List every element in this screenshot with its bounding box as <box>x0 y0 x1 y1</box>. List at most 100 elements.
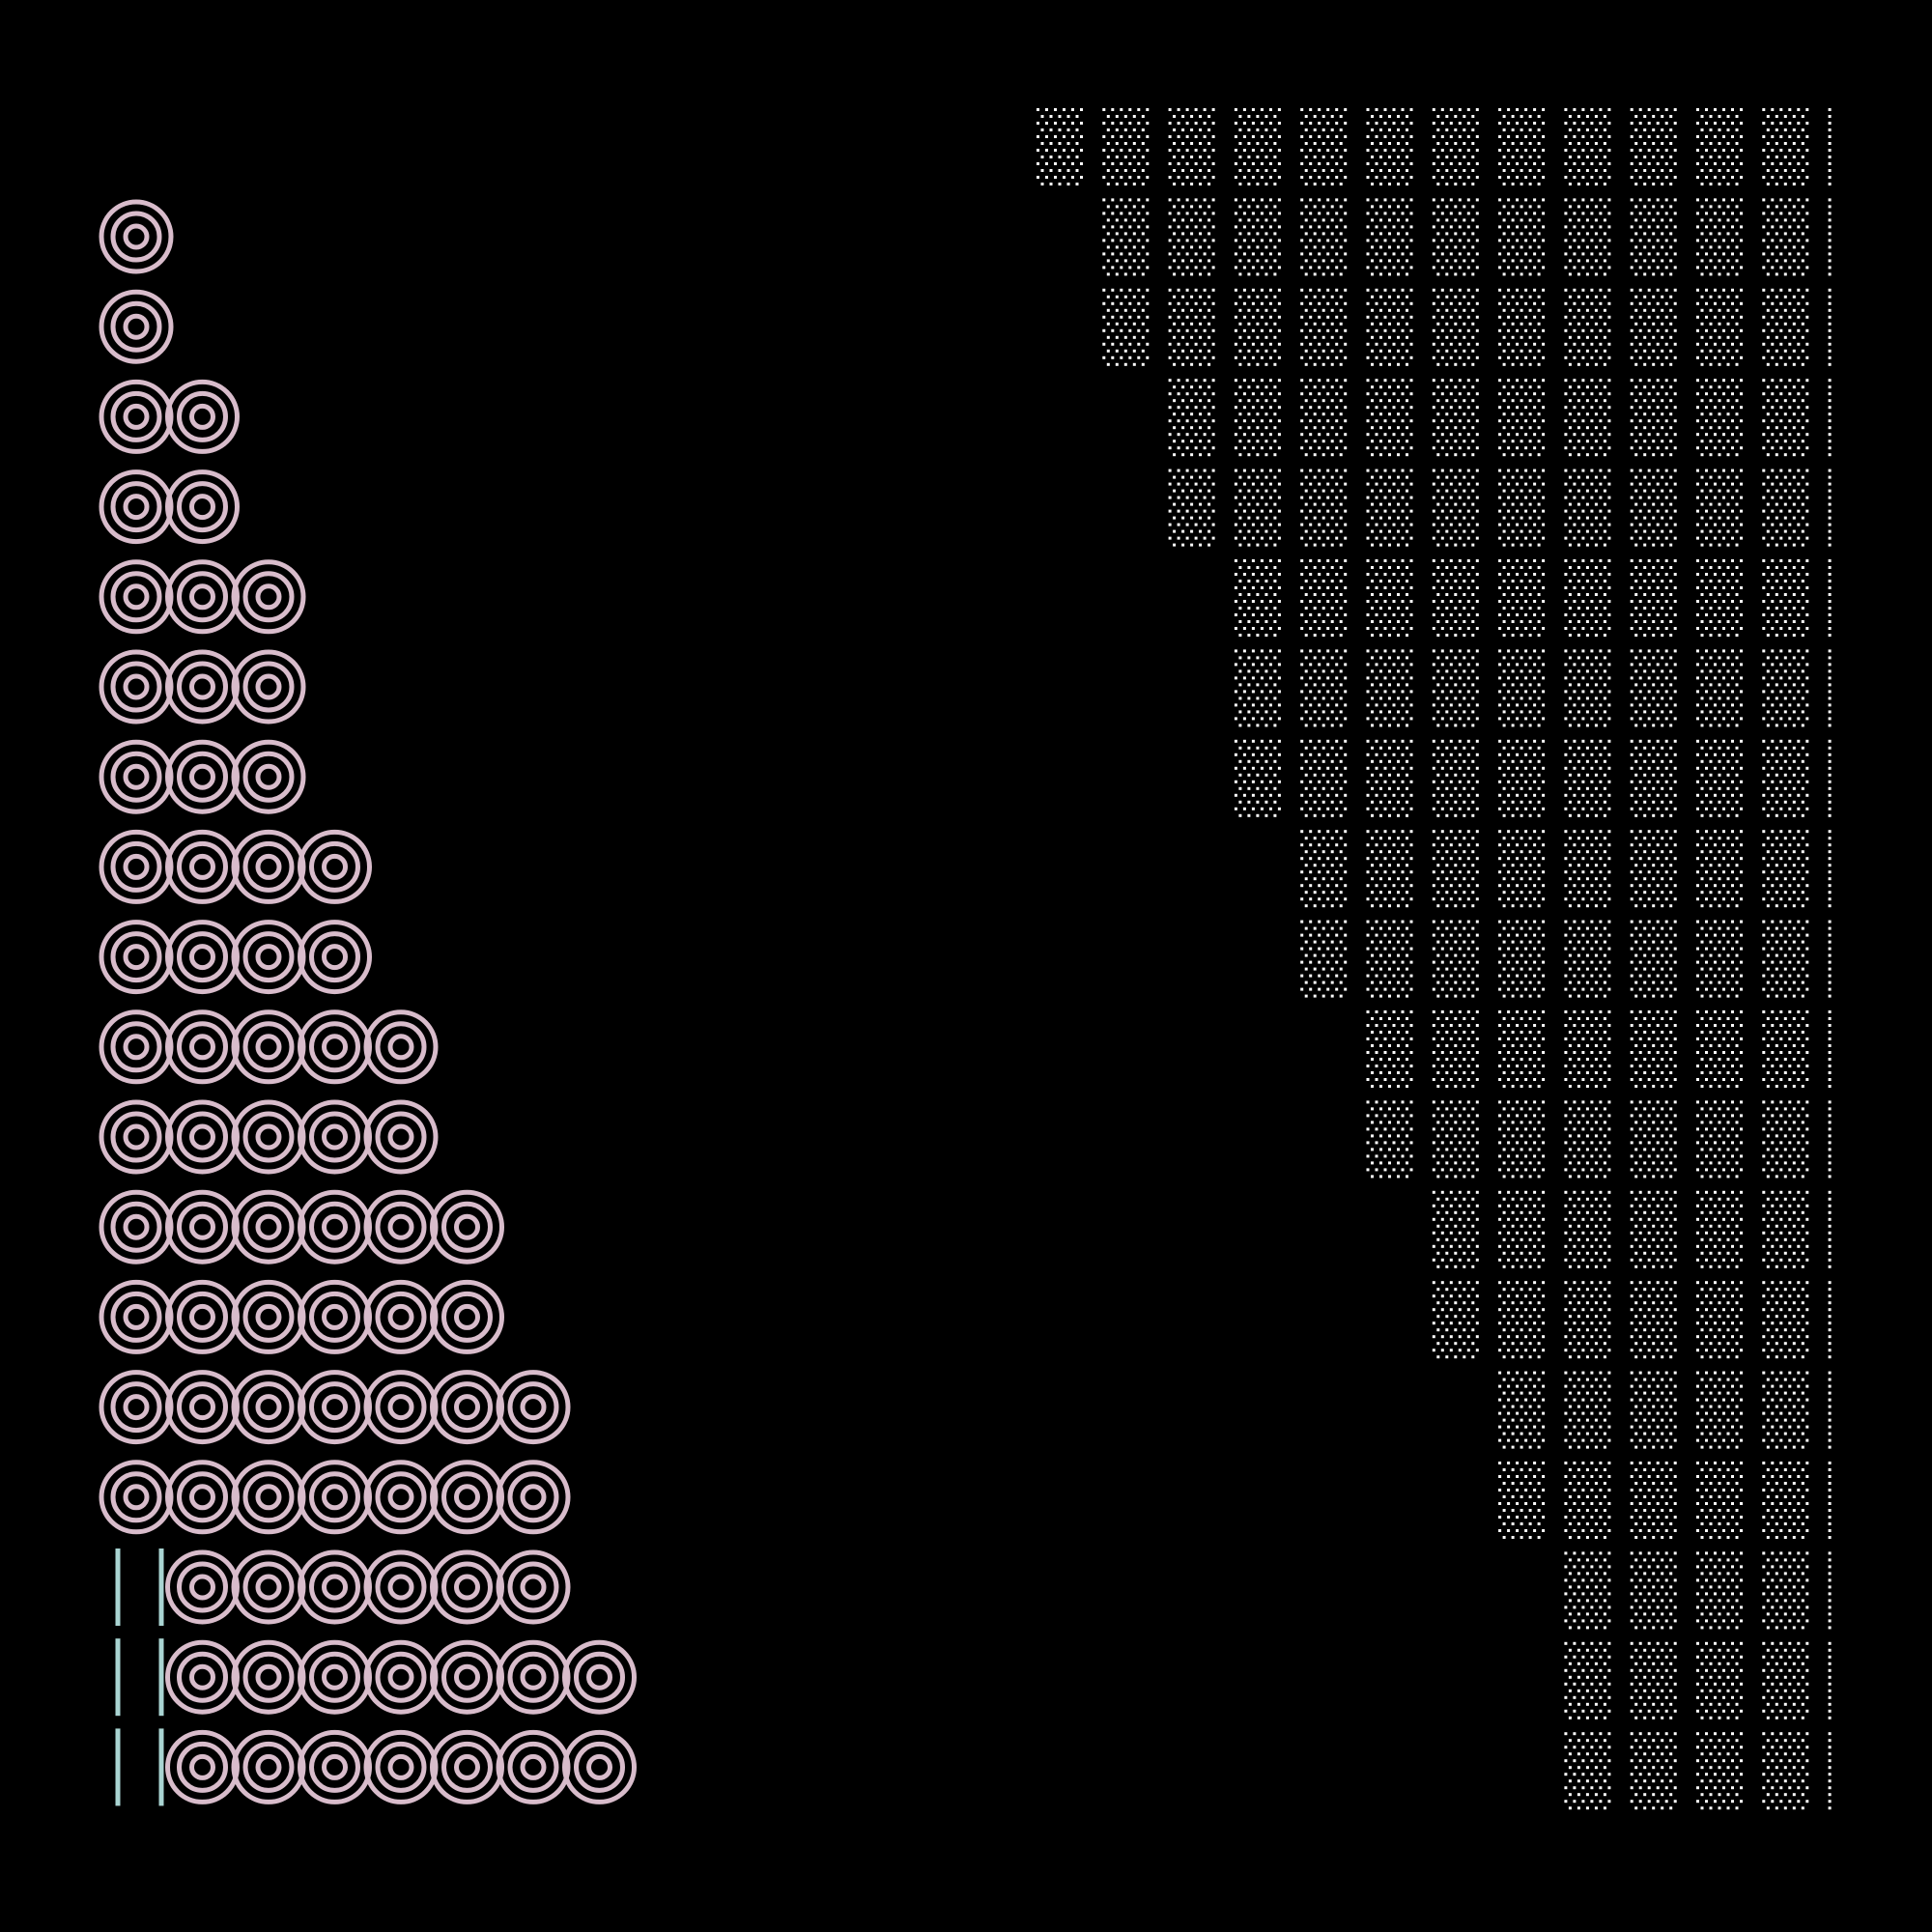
bar-mark <box>115 1728 121 1806</box>
dot-cell <box>1564 920 1611 998</box>
target-icon <box>99 1279 174 1354</box>
dot-cell <box>1366 198 1413 276</box>
target-icon <box>298 829 372 904</box>
target-icon <box>165 1279 240 1354</box>
dot-cell <box>1696 1100 1743 1179</box>
target-icon <box>231 559 306 635</box>
dot-cell <box>1828 1190 1832 1268</box>
dot-cell <box>1762 739 1809 817</box>
dot-cell <box>1828 198 1832 276</box>
dot-cell <box>1828 739 1832 817</box>
dot-cell <box>1696 1641 1743 1719</box>
dot-cell <box>1432 198 1479 276</box>
dot-cell <box>1762 1190 1809 1268</box>
dot-cell <box>1630 198 1677 276</box>
target-icon <box>430 1549 504 1625</box>
target-icon <box>231 1279 306 1354</box>
dot-cell <box>1432 830 1479 908</box>
dot-cell <box>1762 288 1809 366</box>
dot-cell <box>1168 108 1215 185</box>
dot-cell <box>1828 1010 1832 1088</box>
dot-cell <box>1432 108 1479 185</box>
dot-cell <box>1102 288 1150 366</box>
dot-cell <box>1630 1100 1677 1179</box>
target-icon <box>496 1729 571 1804</box>
target-icon <box>231 829 306 904</box>
target-icon <box>165 1460 240 1535</box>
dot-cell <box>1300 198 1348 276</box>
dot-cell <box>1366 920 1413 998</box>
dot-cell <box>1564 379 1611 457</box>
dot-cell <box>1234 739 1281 817</box>
dot-cell <box>1498 1100 1546 1179</box>
dot-cell <box>1828 1281 1832 1359</box>
target-icon <box>165 1729 240 1804</box>
dot-cell <box>1366 379 1413 457</box>
target-icon <box>99 1009 174 1085</box>
dot-cell <box>1696 379 1743 457</box>
dot-cell <box>1762 920 1809 998</box>
dot-cell <box>1630 1010 1677 1088</box>
target-grid <box>99 199 637 1804</box>
dot-cell <box>1366 1010 1413 1088</box>
target-icon <box>231 1009 306 1085</box>
target-icon <box>165 829 240 904</box>
dot-cell <box>1234 469 1281 547</box>
dot-cell <box>1366 830 1413 908</box>
dot-cell <box>1696 1281 1743 1359</box>
target-icon <box>99 739 174 814</box>
target-icon <box>430 1370 504 1445</box>
target-icon <box>562 1639 637 1715</box>
dot-cell <box>1630 739 1677 817</box>
dot-cell <box>1630 1551 1677 1630</box>
dot-cell <box>1762 1371 1809 1449</box>
dot-cell <box>1432 1010 1479 1088</box>
dot-cell <box>1630 920 1677 998</box>
dot-cell <box>1300 830 1348 908</box>
dot-cell <box>1696 108 1743 185</box>
target-icon <box>363 1549 439 1625</box>
target-icon <box>363 1370 439 1445</box>
target-icon <box>298 1099 372 1175</box>
dot-cell <box>1630 559 1677 637</box>
target-icon <box>99 379 174 454</box>
dot-cell <box>1366 559 1413 637</box>
target-icon <box>363 1189 439 1264</box>
bar-mark <box>115 1548 121 1626</box>
target-icon <box>231 1460 306 1535</box>
dot-cell <box>1432 920 1479 998</box>
dot-cell <box>1564 198 1611 276</box>
target-icon <box>298 1549 372 1625</box>
target-icon <box>562 1729 637 1804</box>
dot-cell <box>1432 649 1479 727</box>
dot-cell <box>1432 288 1479 366</box>
target-icon <box>231 1549 306 1625</box>
dot-cell <box>1696 469 1743 547</box>
dot-cell <box>1234 559 1281 637</box>
dot-cell <box>1300 469 1348 547</box>
dot-cell <box>1630 1641 1677 1719</box>
dot-cell <box>1762 1732 1809 1810</box>
target-icon <box>231 1189 306 1264</box>
bar-mark <box>158 1638 164 1717</box>
dot-cell <box>1564 469 1611 547</box>
dot-cell <box>1498 198 1546 276</box>
target-icon <box>165 920 240 995</box>
dot-cell <box>1828 1551 1832 1630</box>
dot-cell <box>1696 739 1743 817</box>
dot-cell <box>1630 830 1677 908</box>
dot-cell <box>1828 379 1832 457</box>
bar-marks <box>115 1548 164 1806</box>
dot-cell <box>1300 649 1348 727</box>
dot-cell <box>1300 559 1348 637</box>
target-icon <box>99 1370 174 1445</box>
target-icon <box>165 1370 240 1445</box>
target-icon <box>231 1370 306 1445</box>
target-icon <box>165 1099 240 1175</box>
dot-cell <box>1498 649 1546 727</box>
target-icon <box>231 739 306 814</box>
dot-cell <box>1564 1100 1611 1179</box>
dot-cell <box>1564 1732 1611 1810</box>
target-icon <box>231 1729 306 1804</box>
